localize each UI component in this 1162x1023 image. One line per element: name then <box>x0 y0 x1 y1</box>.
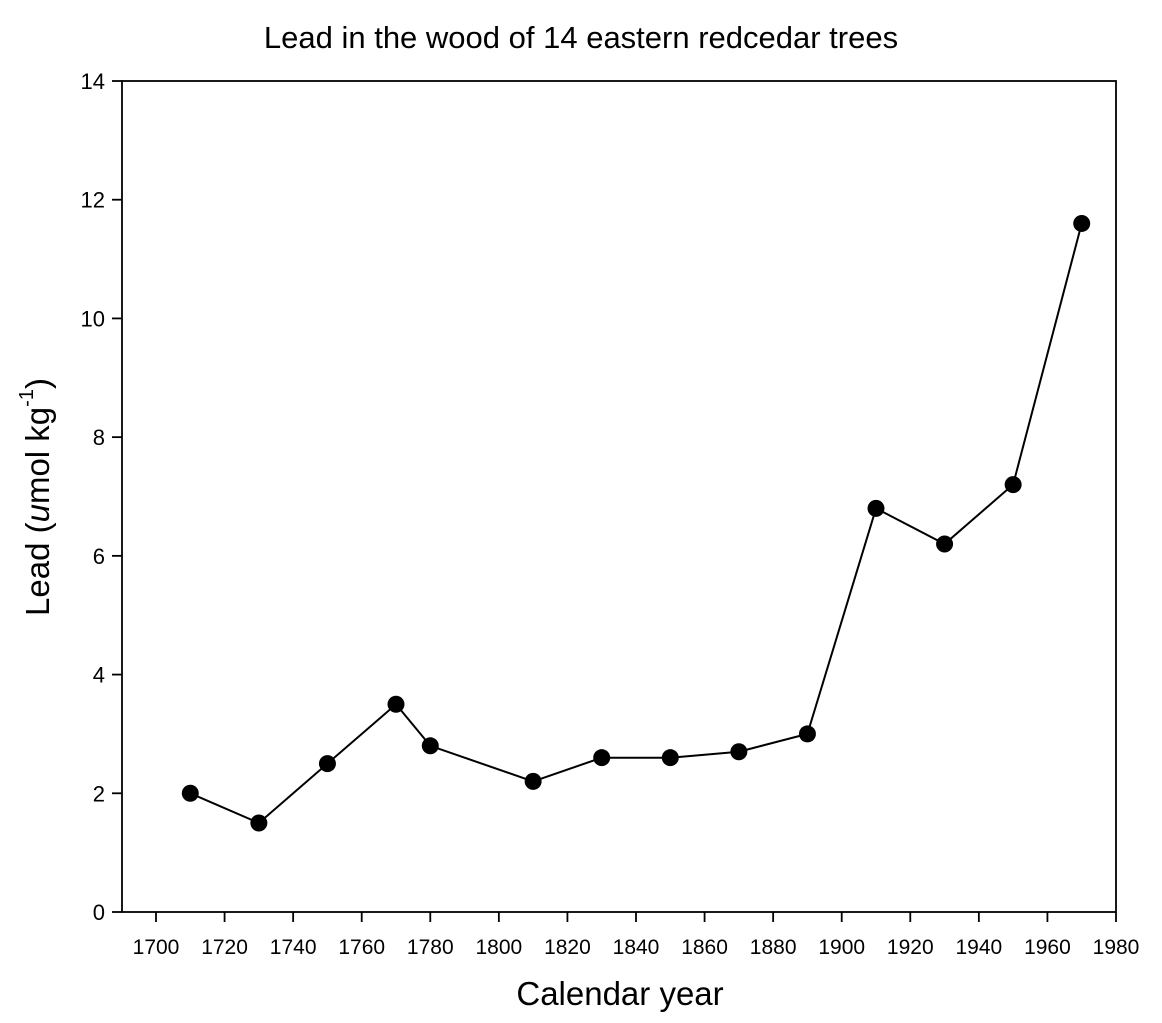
data-point-marker <box>798 725 816 743</box>
data-point-marker <box>1004 476 1022 494</box>
x-tick-label: 1800 <box>475 936 522 959</box>
data-point-marker <box>421 737 439 755</box>
x-tick-label: 1700 <box>133 936 180 959</box>
data-point-marker <box>181 784 199 802</box>
x-axis-label: Calendar year <box>516 975 724 1012</box>
x-tick-label: 1760 <box>338 936 385 959</box>
data-point-marker <box>387 695 405 713</box>
y-tick-label: 12 <box>81 188 105 213</box>
x-tick-label: 1840 <box>613 936 660 959</box>
x-tick-label: 1900 <box>818 936 865 959</box>
data-point-marker <box>1073 214 1091 232</box>
data-point-marker <box>318 755 336 773</box>
x-tick-label: 1860 <box>681 936 728 959</box>
data-point-marker <box>524 772 542 790</box>
plot-frame <box>121 80 1117 913</box>
chart-title: Lead in the wood of 14 eastern redcedar … <box>263 20 899 55</box>
x-tick-label: 1780 <box>407 936 454 959</box>
series-line <box>189 223 1083 825</box>
y-tick-label: 8 <box>93 425 105 450</box>
x-tick-label: 1940 <box>955 936 1002 959</box>
x-tick-label: 1960 <box>1024 936 1071 959</box>
data-point-marker <box>730 743 748 761</box>
y-tick-label: 14 <box>81 69 105 94</box>
x-tick-label: 1880 <box>750 936 797 959</box>
data-point-marker <box>593 749 611 767</box>
data-point-marker <box>936 535 954 553</box>
data-point-marker <box>867 499 885 517</box>
x-tick-label: 1920 <box>887 936 934 959</box>
x-tick-label: 1740 <box>270 936 317 959</box>
y-tick-label: 4 <box>93 663 105 688</box>
data-series <box>181 214 1091 832</box>
y-tick-label: 10 <box>81 306 105 331</box>
data-point-marker <box>250 814 268 832</box>
x-tick-label: 1820 <box>544 936 591 959</box>
axes: 0 2 4 6 8 10 12 14 1700 1720 1740 1760 1780 1800 1820 1… <box>81 69 1140 959</box>
x-tick-label: 1720 <box>201 936 248 959</box>
y-tick-label: 0 <box>93 900 105 925</box>
x-tick-label: 1980 <box>1093 936 1140 959</box>
data-point-marker <box>661 749 679 767</box>
y-tick-label: 6 <box>93 544 105 569</box>
y-tick-label: 2 <box>93 781 105 806</box>
